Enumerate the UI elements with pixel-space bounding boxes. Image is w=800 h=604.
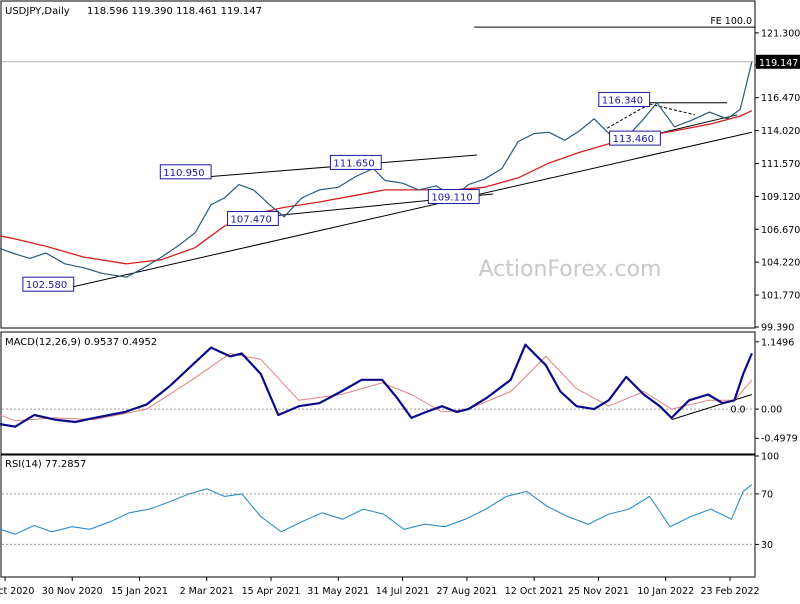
x-tick-label: 23 Feb 2022 — [700, 586, 759, 597]
x-tick-label: 31 May 2021 — [307, 586, 369, 597]
price-y-tick-label: 101.770 — [761, 291, 800, 302]
price-annotation-box — [609, 130, 661, 146]
price-y-tick-label: 111.570 — [761, 159, 800, 170]
rsi-label: RSI(14) 77.2857 — [5, 459, 86, 470]
price-y-tick-label: 104.220 — [761, 258, 800, 269]
rsi-y-tick-label: 100 — [761, 452, 779, 463]
price-y-tick-label: 114.020 — [761, 126, 800, 137]
macd-line — [0, 343, 753, 428]
price-annotation-box — [427, 189, 480, 205]
ohlc-header: 118.596 119.390 118.461 119.147 — [87, 6, 262, 17]
x-tick-label: 30 Nov 2020 — [42, 586, 103, 597]
chart-dynamic-layer: 15 Oct 2020 30 Nov 2020 15 Jan 2021 2 Mar 2… — [0, 16, 800, 597]
last-price-tag — [756, 54, 800, 69]
x-tick-label: 15 Jan 2021 — [111, 586, 168, 597]
price-annotation: 111.650 — [333, 158, 374, 169]
price-annotation: 107.470 — [231, 215, 272, 226]
price-y-tick-label: 121.300 — [761, 28, 800, 39]
x-tick-label: 14 Jul 2021 — [376, 586, 430, 597]
price-trendline — [73, 131, 753, 288]
x-tick-label: 10 Jan 2022 — [637, 586, 694, 597]
price-annotation: 110.950 — [163, 168, 204, 179]
price-annotation-box — [329, 154, 382, 170]
x-tick-label: 25 Nov 2021 — [568, 586, 629, 597]
chart-title: USDJPY,Daily — [5, 6, 70, 17]
price-y-tick-label: 109.120 — [761, 192, 800, 203]
price-annotation: 113.460 — [613, 134, 654, 145]
macd-trendline — [671, 394, 753, 421]
watermark: ActionForex.com — [479, 257, 662, 282]
rsi-y-tick-label: 70 — [761, 489, 773, 500]
price-annotation: 109.110 — [431, 193, 472, 204]
macd-zero-label: 0.0 — [730, 405, 745, 416]
macd-signal-line — [0, 353, 753, 422]
price-annotation-box — [227, 211, 279, 227]
x-tick-label: 12 Oct 2021 — [505, 586, 564, 597]
price-annotation-box — [22, 276, 75, 292]
macd-y-tick-label: 0.00 — [761, 405, 782, 416]
x-tick-label: 15 Apr 2021 — [242, 586, 301, 597]
macd-y-tick-label: 1.1496 — [761, 337, 794, 348]
rsi-line — [0, 484, 753, 535]
rsi-y-tick-label: 30 — [761, 540, 773, 551]
price-annotation-box — [159, 164, 212, 180]
price-trendline — [649, 103, 696, 116]
macd-panel-frame — [0, 331, 756, 455]
macd-y-tick-label: -0.4979 — [761, 434, 798, 445]
price-trendline — [606, 103, 650, 129]
last-price-label: 119.147 — [759, 58, 798, 69]
price-y-tick-label: 106.670 — [761, 225, 800, 236]
price-y-tick-label: 116.470 — [761, 93, 800, 104]
price-y-tick-label: 99.390 — [761, 323, 794, 334]
price-annotation-box — [598, 91, 651, 107]
rsi-panel-frame — [0, 454, 756, 578]
macd-label: MACD(12,26,9) 0.9537 0.4952 — [5, 337, 157, 348]
x-tick-label: 27 Aug 2021 — [436, 586, 497, 597]
x-tick-label: 15 Oct 2020 — [0, 586, 34, 597]
price-annotation: 116.340 — [602, 95, 643, 106]
x-tick-label: 2 Mar 2021 — [180, 586, 234, 597]
fe-label: FE 100.0 — [710, 16, 752, 27]
price-annotation: 102.580 — [26, 280, 67, 291]
